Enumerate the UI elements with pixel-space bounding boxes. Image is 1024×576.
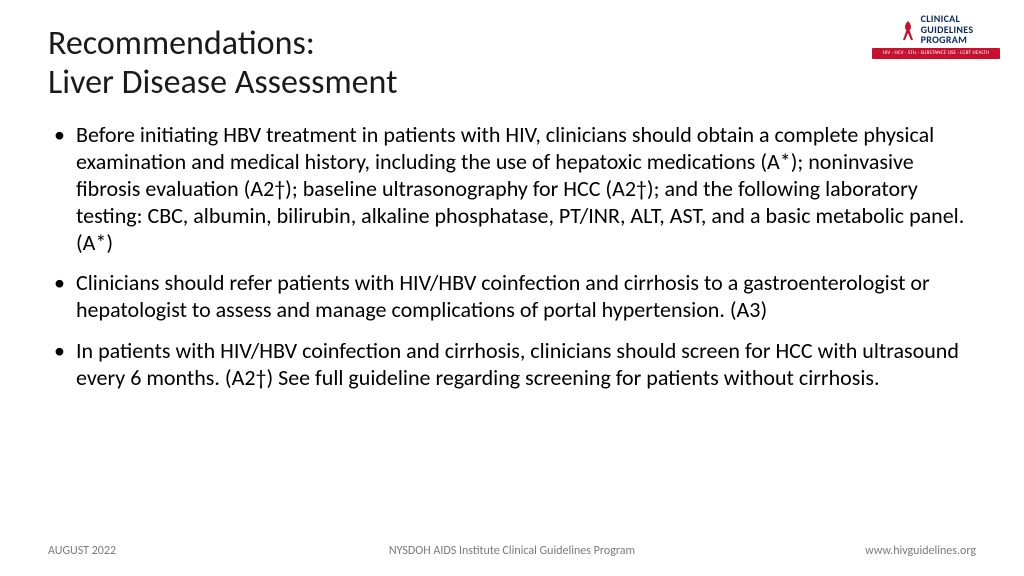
bullet-list: Before initiating HBV treatment in patie… — [48, 122, 976, 391]
footer-url: www.hivguidelines.org — [796, 544, 976, 558]
program-logo: CLINICAL GUIDELINES PROGRAM HIV · HCV · … — [872, 14, 1000, 59]
slide: CLINICAL GUIDELINES PROGRAM HIV · HCV · … — [0, 0, 1024, 576]
slide-title: Recommendations: Liver Disease Assessmen… — [48, 24, 828, 102]
title-line2: Liver Disease Assessment — [48, 62, 398, 103]
logo-strip: HIV · HCV · STIs · SUBSTANCE USE · LGBT … — [872, 48, 1000, 59]
title-line1: Recommendations: — [48, 23, 315, 64]
ribbon-icon — [899, 18, 917, 42]
footer: AUGUST 2022 NYSDOH AIDS Institute Clinic… — [0, 544, 1024, 558]
list-item: Before initiating HBV treatment in patie… — [48, 122, 976, 256]
list-item: Clinicians should refer patients with HI… — [48, 270, 976, 324]
logo-text: CLINICAL GUIDELINES PROGRAM — [921, 14, 974, 46]
list-item: In patients with HIV/HBV coinfection and… — [48, 338, 976, 392]
logo-top-row: CLINICAL GUIDELINES PROGRAM — [872, 14, 1000, 46]
footer-org: NYSDOH AIDS Institute Clinical Guideline… — [228, 544, 796, 558]
logo-line3: PROGRAM — [921, 35, 974, 46]
footer-date: AUGUST 2022 — [48, 544, 228, 558]
